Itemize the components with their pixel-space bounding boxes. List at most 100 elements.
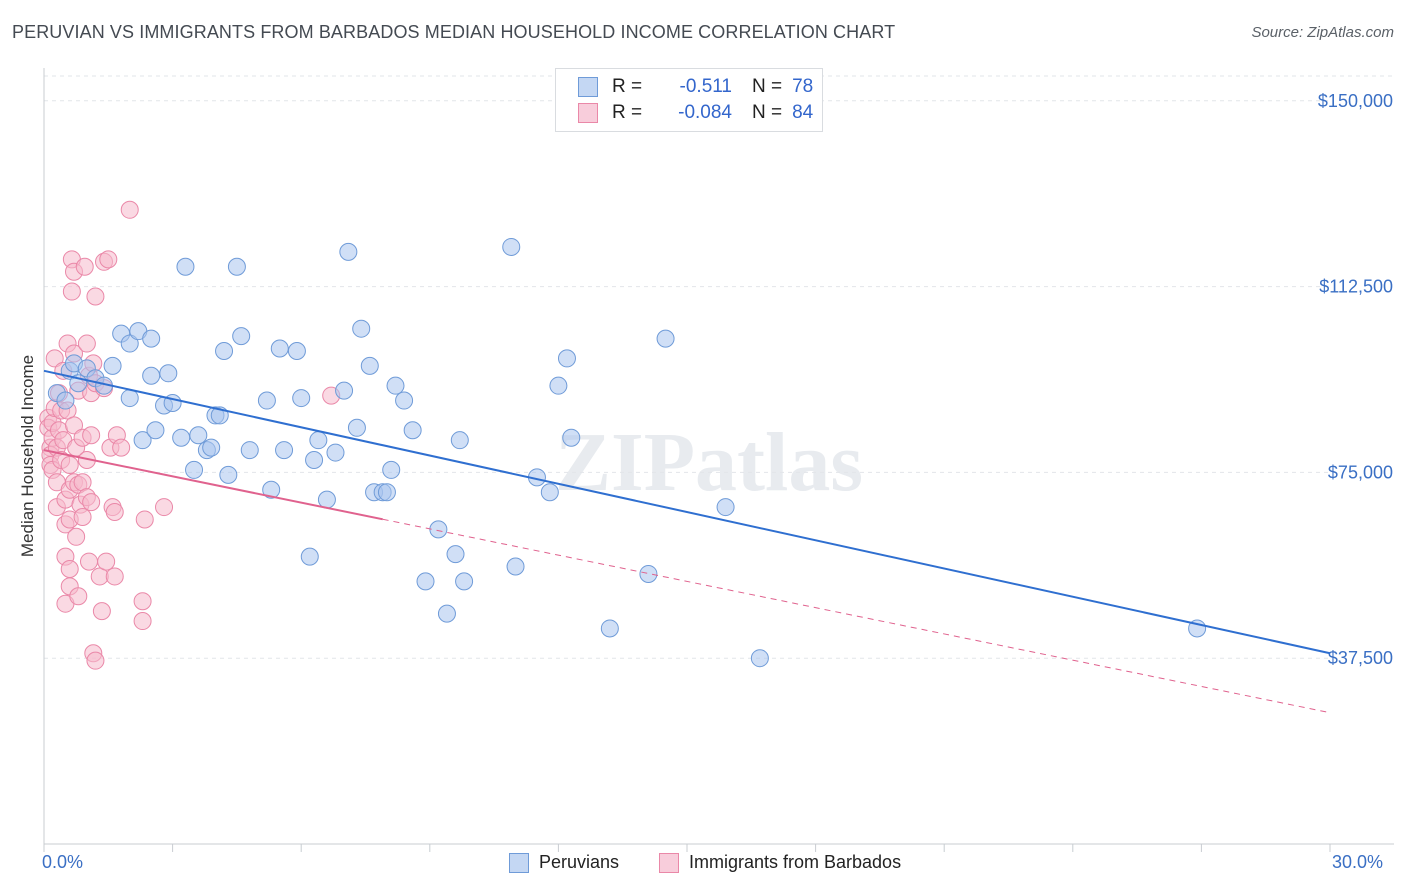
peruvian-point: [56, 391, 75, 410]
bottom-legend-label: Peruvians: [539, 852, 620, 872]
y-tick-label: $37,500: [1328, 648, 1393, 668]
peruvian-point: [352, 319, 371, 338]
peruvian-point: [339, 242, 358, 261]
chart-title: PERUVIAN VS IMMIGRANTS FROM BARBADOS MED…: [12, 22, 896, 42]
barbados-point: [120, 200, 139, 219]
peruvian-point: [159, 364, 178, 383]
y-tick-label: $150,000: [1318, 91, 1393, 111]
bottom-legend-label: Immigrants from Barbados: [689, 852, 902, 872]
peruvian-point: [557, 349, 576, 368]
peruvian-point: [215, 341, 234, 360]
barbados-point: [80, 552, 99, 571]
peruvian-point: [750, 649, 769, 668]
barbados-point: [92, 602, 111, 621]
peruvian-point: [360, 356, 379, 375]
legend-n-value: 84: [792, 102, 814, 123]
peruvian-point: [455, 572, 474, 591]
bottom-legend-swatch-pink: [659, 852, 679, 873]
peruvian-point: [416, 572, 435, 591]
x-tick-label-max: 30.0%: [1332, 852, 1384, 872]
barbados-point: [67, 527, 86, 546]
peruvian-point: [142, 366, 161, 385]
peruvian-point: [446, 545, 465, 564]
peruvian-point: [639, 564, 658, 583]
stats-legend: R = -0.511 N = 78 R = -0.084 N = 84: [555, 68, 823, 132]
peruvian-point: [227, 257, 246, 276]
peruvian-point: [292, 389, 311, 408]
bottom-legend-peruvians: Peruvians: [509, 852, 619, 873]
peruvian-point: [189, 426, 208, 445]
peruvian-point: [202, 438, 221, 457]
legend-r-value: -0.084: [678, 102, 732, 123]
barbados-point: [105, 567, 124, 586]
peruvian-point: [549, 376, 568, 395]
peruvian-point: [562, 428, 581, 447]
barbados-point: [133, 592, 152, 611]
barbados-point: [86, 651, 105, 670]
legend-r-label: R =: [612, 102, 643, 123]
barbados-point: [155, 498, 174, 517]
barbados-point: [82, 426, 101, 445]
barbados-point: [62, 282, 81, 301]
legend-r-value: -0.511: [679, 76, 732, 97]
peruvian-point: [335, 381, 354, 400]
peruvian-point: [287, 341, 306, 360]
barbados-point: [86, 287, 105, 306]
peruvian-point: [386, 376, 405, 395]
peruvian-point: [185, 460, 204, 479]
bottom-legend-barbados: Immigrants from Barbados: [659, 852, 901, 873]
peruvian-point: [450, 431, 469, 450]
peruvian-point: [326, 443, 345, 462]
peruvian-point: [395, 391, 414, 410]
legend-n-label: N =: [752, 76, 783, 97]
peruvian-point: [600, 619, 619, 638]
barbados-point: [112, 438, 131, 457]
y-axis-title: Median Household Income: [18, 354, 37, 558]
peruvian-point: [120, 334, 139, 353]
legend-swatch-pink: [578, 103, 598, 123]
y-tick-label: $75,000: [1328, 462, 1393, 482]
peruvian-point: [317, 490, 336, 509]
barbados-point: [65, 416, 84, 435]
peruvian-point: [502, 237, 521, 256]
x-tick-label-min: 0.0%: [42, 852, 84, 872]
peruvian-point: [133, 431, 152, 450]
peruvian-point: [656, 329, 675, 348]
barbados-trendline-solid: [43, 449, 383, 521]
barbados-point: [60, 455, 79, 474]
barbados-point: [105, 503, 124, 522]
barbados-trendline-dashed: [382, 518, 1331, 714]
peruvian-point: [240, 441, 259, 460]
peruvian-point: [716, 498, 735, 517]
peruvian-point: [219, 465, 238, 484]
peruvian-point: [142, 329, 161, 348]
barbados-point: [133, 612, 152, 631]
peruvian-point: [540, 483, 559, 502]
barbados-point: [135, 510, 154, 529]
peruvian-point: [309, 431, 328, 450]
peruvian-point: [506, 557, 525, 576]
peruvian-point: [347, 418, 366, 437]
source-label: Source: ZipAtlas.com: [1251, 24, 1394, 41]
bottom-legend-swatch-blue: [509, 852, 529, 873]
peruvian-point: [103, 356, 122, 375]
legend-row-peruvians: R = -0.511 N = 78: [578, 75, 813, 99]
barbados-point: [73, 473, 92, 492]
legend-n-value: 78: [792, 76, 814, 97]
peruvian-point: [257, 391, 276, 410]
barbados-point: [75, 257, 94, 276]
peruvian-point: [270, 339, 289, 358]
barbados-point: [82, 493, 101, 512]
peruvian-point: [232, 327, 251, 346]
peruvian-point: [275, 441, 294, 460]
peruvian-point: [377, 483, 396, 502]
peruvians-trendline: [43, 369, 1331, 655]
legend-row-barbados: R = -0.084 N = 84: [578, 101, 813, 125]
barbados-point: [45, 349, 64, 368]
watermark-text: ZIPatlas: [555, 416, 863, 509]
peruvian-point: [382, 460, 401, 479]
peruvian-point: [403, 421, 422, 440]
barbados-point: [99, 250, 118, 269]
legend-n-label: N =: [752, 102, 783, 123]
legend-swatch-blue: [578, 77, 598, 97]
